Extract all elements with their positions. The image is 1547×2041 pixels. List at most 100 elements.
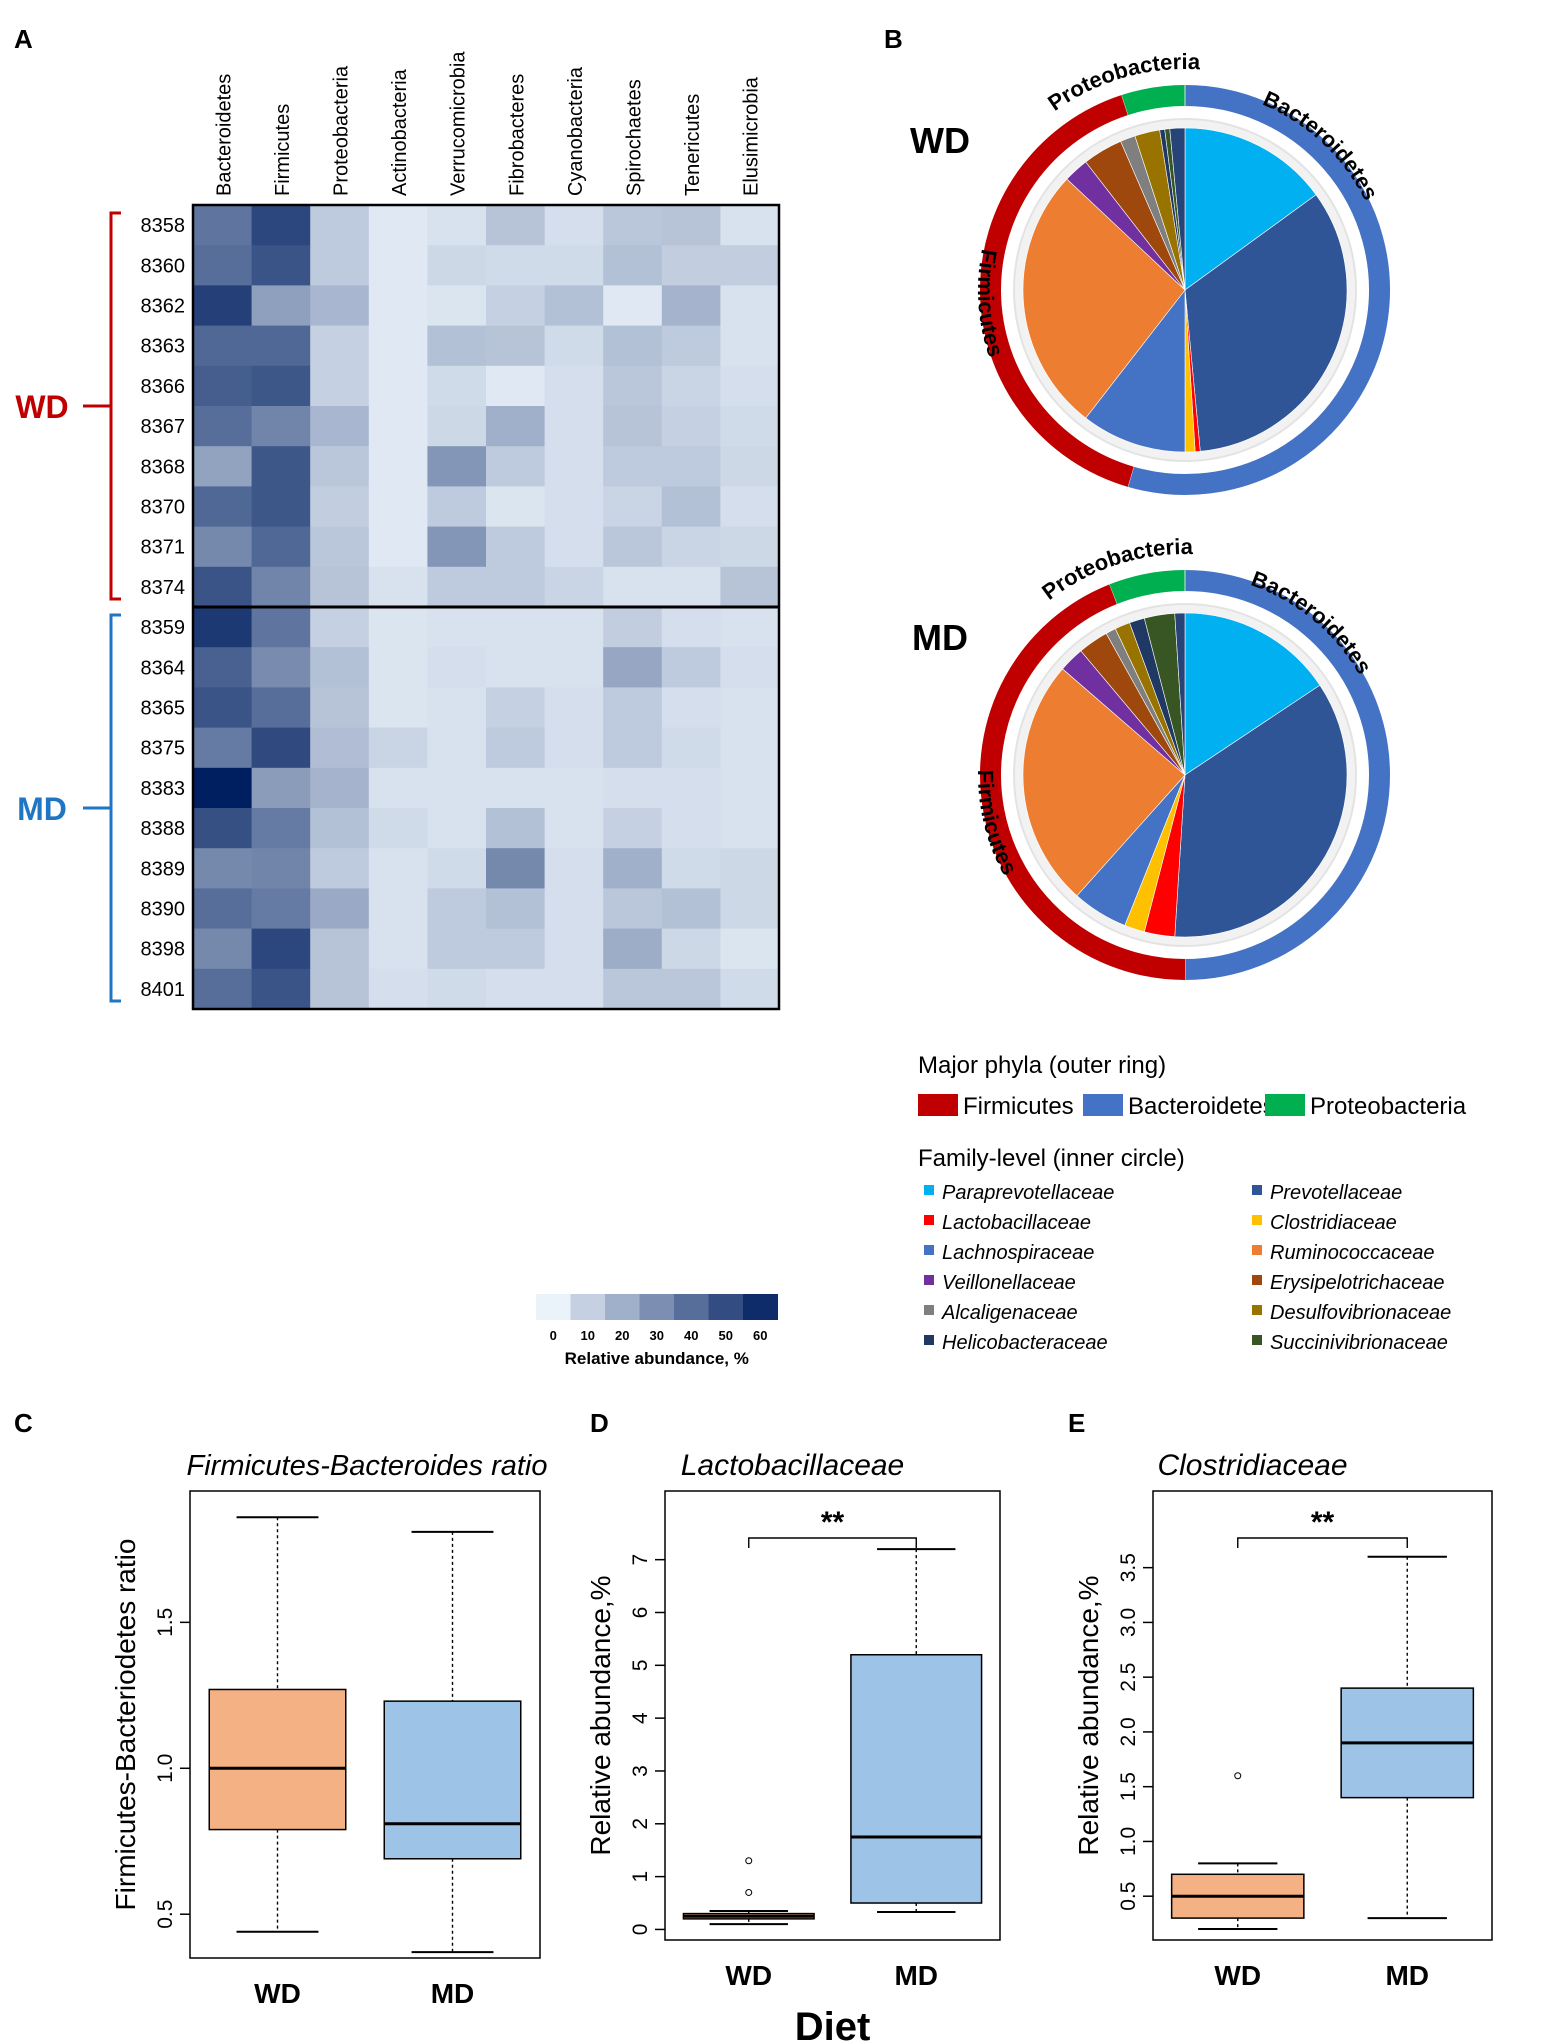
pie-slice	[1184, 194, 1348, 452]
heatmap-cell	[310, 727, 370, 769]
column-label: Cyanobacteria	[565, 66, 587, 196]
column-label: Elusimicrobia	[741, 76, 763, 196]
legend-family-label: Succinivibrionaceae	[1270, 1332, 1448, 1354]
heatmap-cell	[603, 808, 663, 849]
y-axis-label: Relative abundance,%	[1073, 1575, 1104, 1855]
outer-ring-label-path: Firmicutes	[973, 248, 1009, 360]
heatmap-cell	[310, 928, 370, 970]
heatmap-cell	[427, 566, 487, 608]
heatmap-cell	[368, 325, 428, 367]
heatmap-cell	[193, 767, 253, 809]
heatmap-cell	[720, 526, 780, 568]
y-tick-label: 0	[629, 1924, 652, 1936]
heatmap-cell	[486, 486, 546, 528]
heatmap-cell	[661, 968, 721, 1010]
outer-ring-segment	[980, 95, 1134, 487]
heatmap-cell	[544, 446, 604, 487]
row-label: 8363	[141, 336, 186, 358]
outer-ring-label: Firmicutes	[973, 248, 1009, 360]
heatmap-cell	[544, 325, 604, 367]
legend-family-label: Prevotellaceae	[1270, 1182, 1402, 1204]
legend-family-swatch	[1252, 1305, 1262, 1315]
legend-family-label: Veillonellaceae	[942, 1272, 1076, 1294]
heatmap-cell	[427, 888, 487, 930]
outer-ring-segment	[980, 584, 1186, 980]
heatmap-cell	[544, 848, 604, 889]
heatmap-cell	[603, 325, 663, 367]
legend-major-label: Firmicutes	[963, 1093, 1074, 1120]
heatmap-cell	[368, 446, 428, 487]
legend-family-swatch	[924, 1185, 934, 1195]
heatmap-cell	[193, 888, 253, 930]
heatmap-cell	[544, 888, 604, 930]
box	[208, 1688, 347, 1831]
heatmap-cell	[368, 727, 428, 769]
heatmap-cell	[427, 365, 487, 407]
heatmap-cell	[193, 205, 253, 246]
heatmap-cell	[193, 808, 253, 849]
heatmap-cell	[661, 888, 721, 930]
heatmap-cell	[251, 848, 311, 889]
heatmap-cell	[368, 566, 428, 608]
row-label: 8383	[141, 778, 186, 800]
group-bracket	[109, 613, 121, 1003]
heatmap-cell	[720, 446, 780, 487]
legend-major-title: Major phyla (outer ring)	[918, 1052, 1166, 1079]
heatmap-cell	[486, 928, 546, 970]
heatmap-cell	[427, 285, 487, 327]
row-label: 8365	[141, 698, 186, 720]
panel-letter-e: E	[1068, 1408, 1085, 1438]
heatmap-cell	[310, 365, 370, 407]
heatmap-cell	[486, 365, 546, 407]
heatmap-cell	[661, 928, 721, 970]
colorbar-tick: 40	[684, 1328, 698, 1343]
outer-ring-segment	[1109, 570, 1186, 604]
heatmap-cell	[486, 245, 546, 286]
row-label: 8371	[141, 537, 186, 559]
legend-major-swatch	[918, 1094, 958, 1116]
row-label: 8374	[141, 577, 186, 599]
heatmap-cell	[544, 486, 604, 528]
heatmap-cell	[193, 928, 253, 970]
pie-slice	[1184, 612, 1321, 776]
heatmap-cell	[486, 767, 546, 809]
y-tick-label: 1.5	[1117, 1772, 1140, 1801]
heatmap-cell	[427, 727, 487, 769]
heatmap-cell	[661, 848, 721, 889]
outlier-point	[745, 1857, 753, 1865]
heatmap-cell	[251, 205, 311, 246]
legend-family-title: Family-level (inner circle)	[918, 1145, 1185, 1172]
heatmap-cell	[310, 325, 370, 367]
y-tick-label: 1.0	[154, 1754, 177, 1783]
heatmap-cell	[251, 647, 311, 688]
colorbar-swatch	[743, 1294, 778, 1320]
heatmap-cell	[368, 285, 428, 327]
heatmap-cell	[427, 325, 487, 367]
legend-family-swatch	[1252, 1275, 1262, 1285]
heatmap-cell	[661, 205, 721, 246]
legend-family-swatch	[1252, 1185, 1262, 1195]
outlier-point	[745, 1888, 753, 1896]
heatmap-cell	[251, 446, 311, 487]
heatmap-cell	[368, 808, 428, 849]
heatmap-cell	[368, 245, 428, 286]
heatmap-cell	[251, 968, 311, 1010]
heatmap-cell	[720, 245, 780, 286]
heatmap-cell	[427, 486, 487, 528]
heatmap-cell	[310, 446, 370, 487]
heatmap-cell	[603, 647, 663, 688]
heatmap-cell	[486, 285, 546, 327]
heatmap-cell	[603, 848, 663, 889]
row-label: 8364	[141, 657, 186, 679]
colorbar-swatch	[674, 1294, 709, 1320]
heatmap-cell	[251, 245, 311, 286]
heatmap-cell	[603, 888, 663, 930]
heatmap-cell	[486, 888, 546, 930]
column-label: Verrucomicrobia	[448, 51, 470, 196]
y-tick-label: 7	[629, 1554, 652, 1566]
heatmap-cell	[544, 365, 604, 407]
plot-title: Clostridiaceae	[1157, 1449, 1347, 1482]
colorbar-tick: 0	[550, 1328, 557, 1343]
heatmap-cell	[486, 526, 546, 568]
